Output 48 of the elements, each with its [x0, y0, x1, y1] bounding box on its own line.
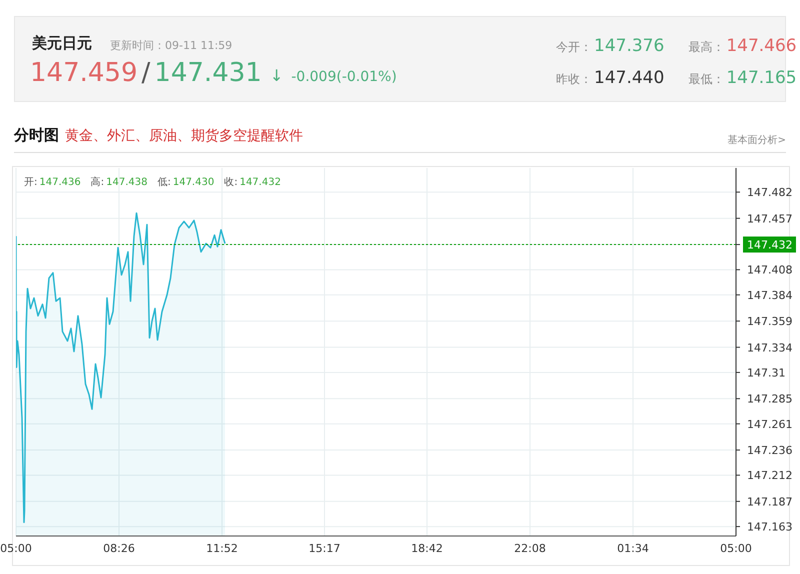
text: 147.376: [594, 36, 664, 56]
annotation: 147.436: [39, 177, 81, 188]
annotation: 收:: [224, 176, 238, 189]
annotation: 低:: [157, 176, 171, 189]
text: 今开：: [556, 39, 592, 56]
chart-subtitle: 更新时间：09-11 11:59: [110, 38, 232, 53]
text: 147.466: [726, 36, 797, 56]
y-tick-label: 147.285: [747, 392, 792, 406]
text: 最高：: [688, 39, 724, 56]
x-tick-label: 05:00: [720, 542, 752, 555]
text: -0.009(-0.01%): [291, 69, 397, 85]
y-tick-label: 147.432: [747, 238, 792, 252]
y-tick-label: 147.408: [747, 264, 792, 277]
chart-title: 美元日元: [32, 34, 92, 53]
annotation: 147.438: [106, 177, 148, 188]
y-tick-label: 147.31: [747, 366, 786, 380]
y-tick-label: 147.334: [747, 341, 792, 354]
y-tick-label: 147.482: [747, 186, 792, 200]
text: 147.165: [726, 68, 797, 88]
text: 基本面分析>: [728, 135, 786, 146]
annotation: 开:: [24, 176, 38, 189]
annotation: 147.430: [172, 177, 214, 188]
x-tick-label: 22:08: [514, 542, 546, 555]
annotation: 147.432: [240, 177, 281, 188]
x-tick-label: 08:26: [103, 542, 135, 555]
x-tick-label: 18:42: [411, 542, 443, 555]
text: 最低：: [688, 71, 724, 88]
y-tick-label: 147.384: [747, 288, 792, 302]
y-tick-label: 147.163: [747, 520, 792, 534]
text: 昨收：: [556, 71, 592, 88]
text: 147.459: [30, 58, 138, 88]
text: 147.440: [594, 68, 664, 88]
y-tick-label: 147.236: [747, 444, 792, 458]
x-tick-label: 15:17: [308, 542, 340, 555]
text: 147.431: [154, 58, 262, 88]
y-tick-label: 147.212: [747, 469, 792, 482]
x-tick-label: 11:52: [206, 542, 238, 555]
text: 黄金、外汇、原油、期货多空提醒软件: [65, 127, 303, 145]
text: ↓: [270, 66, 284, 85]
annotation: 高:: [90, 176, 104, 189]
y-tick-label: 147.359: [747, 315, 792, 328]
y-tick-label: 147.457: [747, 212, 792, 226]
y-tick-label: 147.261: [747, 418, 792, 431]
text: 分时图: [14, 126, 59, 145]
x-tick-label: 05:00: [0, 542, 32, 555]
x-tick-label: 01:34: [617, 542, 649, 555]
text: /: [142, 58, 150, 88]
y-tick-label: 147.187: [747, 495, 792, 508]
